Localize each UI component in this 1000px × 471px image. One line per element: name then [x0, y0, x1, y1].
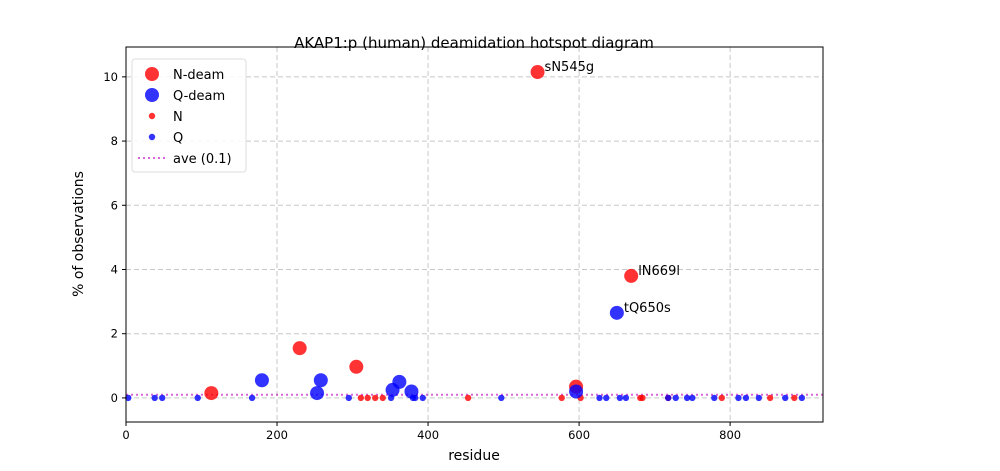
y-tick-label: 0: [111, 391, 118, 405]
y-tick-label: 2: [111, 327, 118, 341]
y-tick-label: 6: [111, 198, 118, 212]
point-n: [791, 394, 798, 402]
point-q: [622, 394, 630, 402]
point-q-deam: [404, 384, 419, 399]
legend-label: N-deam: [173, 68, 224, 83]
x-tick-label: 800: [719, 428, 741, 442]
point-q: [755, 394, 763, 402]
legend-marker-n: [148, 112, 156, 120]
point-q: [711, 394, 718, 402]
annotations: sN545g lN669l tQ650s: [545, 60, 680, 316]
legend-marker-q-deam: [145, 88, 159, 102]
plot-frame: [125, 46, 824, 423]
point-q-deam: [569, 384, 584, 399]
point-annotation: sN545g: [545, 60, 595, 75]
y-tick-label: 8: [111, 134, 118, 148]
point-q: [596, 394, 603, 402]
point-q: [742, 394, 750, 402]
point-q: [689, 394, 696, 402]
legend-box: [131, 58, 247, 173]
point-q: [159, 394, 166, 402]
legend-label: Q: [173, 131, 183, 146]
point-q: [664, 394, 672, 402]
point-n: [766, 394, 774, 402]
point-annotation: lN669l: [638, 264, 680, 279]
point-q: [419, 394, 426, 402]
x-axis-ticks: 0 200 400 600 800: [122, 422, 741, 442]
point-n: [364, 394, 371, 402]
point-n-deam: [624, 268, 639, 283]
point-q: [735, 394, 742, 402]
point-n: [371, 394, 379, 402]
point-q: [151, 394, 158, 402]
point-q: [782, 394, 789, 402]
x-tick-label: 600: [568, 428, 590, 442]
point-n-deam: [349, 359, 364, 374]
legend-label: N: [173, 110, 183, 125]
point-n-deam: [204, 386, 219, 401]
point-q-deam: [392, 374, 407, 389]
point-q: [616, 394, 624, 402]
point-n-deam: [292, 341, 307, 356]
legend-marker-n-deam: [145, 67, 159, 81]
point-q: [798, 394, 806, 402]
y-tick-label: 10: [103, 70, 118, 84]
y-axis-ticks: 0 2 4 6 8 10: [103, 70, 126, 405]
point-q: [672, 394, 679, 402]
point-n: [379, 394, 386, 402]
point-q: [498, 394, 505, 402]
x-axis-label: residue: [448, 448, 500, 464]
point-q-deam: [310, 386, 325, 401]
point-n: [639, 394, 646, 402]
point-n: [357, 394, 365, 402]
y-tick-label: 4: [111, 262, 118, 276]
point-n-deam: [530, 65, 545, 80]
legend-label: ave (0.1): [173, 152, 232, 167]
y-axis-label: % of observations: [71, 171, 87, 297]
point-q: [603, 394, 610, 402]
chart-title: AKAP1:p (human) deamidation hotspot diag…: [294, 34, 654, 52]
legend-label: Q-deam: [173, 89, 225, 104]
point-n: [558, 394, 565, 402]
point-q: [125, 394, 132, 402]
point-q: [248, 394, 256, 402]
point-q: [194, 394, 201, 402]
point-n: [718, 394, 726, 402]
point-q: [345, 394, 352, 402]
legend-marker-q: [148, 133, 156, 141]
point-annotation: tQ650s: [624, 301, 671, 316]
point-q-deam: [313, 373, 328, 388]
data-points: [125, 65, 806, 402]
point-n: [464, 394, 472, 402]
x-tick-label: 0: [122, 428, 129, 442]
x-tick-label: 200: [266, 428, 288, 442]
x-tick-label: 400: [417, 428, 439, 442]
point-q: [683, 394, 691, 402]
point-q-deam: [609, 305, 624, 320]
point-q-deam: [254, 373, 269, 388]
grid: [126, 47, 823, 422]
